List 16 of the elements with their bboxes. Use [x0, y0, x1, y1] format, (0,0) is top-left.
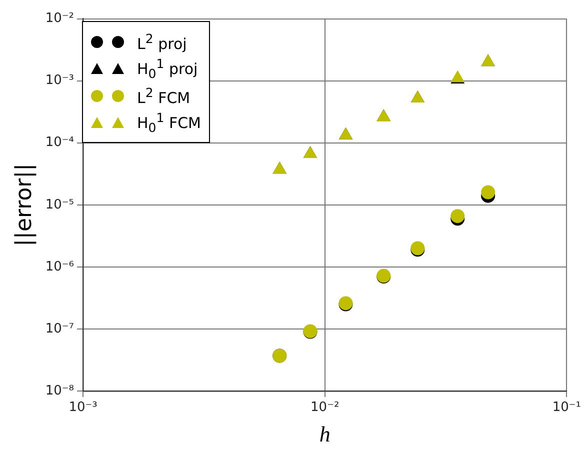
x-axis-title: h — [319, 422, 330, 447]
y-tick-label: 10⁻² — [45, 11, 74, 26]
legend-label: L$^{2}$ proj — [137, 30, 187, 52]
y-tick-label: 10⁻⁶ — [45, 259, 74, 274]
y-tick-label: 10⁻³ — [45, 73, 74, 88]
x-tick-label: 10⁻³ — [68, 400, 98, 416]
y-axis-title: ||error|| — [12, 163, 37, 246]
y-tick-label: 10⁻⁸ — [45, 383, 74, 398]
y-tick-label: 10⁻⁷ — [45, 321, 74, 336]
legend-label: L$^{2}$ FCM — [137, 84, 190, 106]
x-tick-label: 10⁻² — [310, 400, 340, 416]
legend-label: H$_{0}$$^{1}$ proj — [137, 56, 198, 81]
y-tick-label: 10⁻⁴ — [45, 135, 74, 150]
legend-label: H$_{0}$$^{1}$ FCM — [137, 110, 201, 135]
y-tick-label: 10⁻⁵ — [45, 197, 74, 212]
x-tick-label: 10⁻¹ — [552, 400, 582, 416]
